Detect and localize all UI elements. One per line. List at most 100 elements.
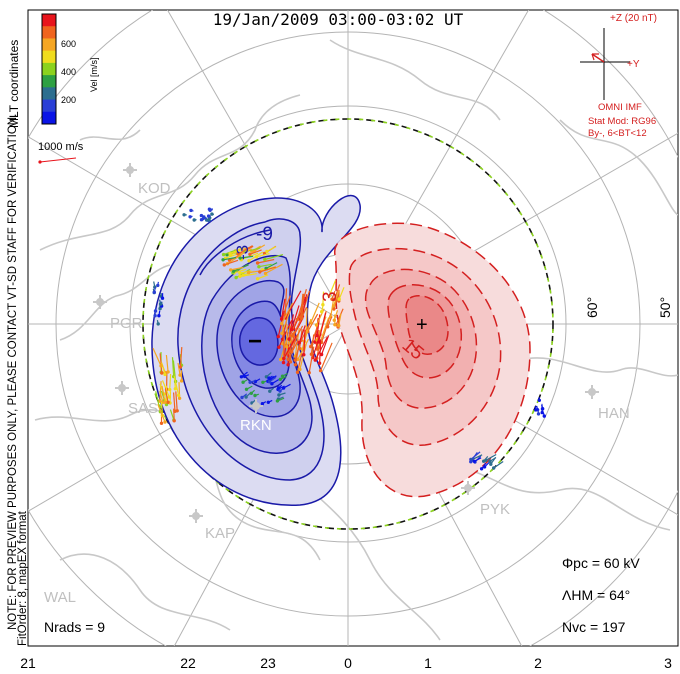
velocity-vector-origin	[229, 268, 233, 272]
cross-polar-potential: Φpc = 60 kV	[562, 555, 640, 571]
velocity-vector	[257, 274, 269, 280]
contour-label-3: 3	[320, 291, 341, 302]
velocity-vector-origin	[289, 327, 294, 332]
colorbar-segment	[42, 38, 56, 52]
station-sas: SAS	[128, 400, 158, 417]
velocity-vector	[301, 294, 308, 317]
velocity-colorbar: 600 400 200 Vel [m/s]	[41, 13, 99, 125]
velocity-vector-origin	[166, 400, 170, 404]
velocity-vector	[281, 310, 291, 334]
station-marker-dot	[252, 402, 260, 410]
potential-min-marker: −	[248, 328, 262, 355]
velocity-vector	[285, 290, 302, 319]
velocity-vector-origin	[160, 371, 164, 375]
velocity-vector	[291, 333, 299, 353]
velocity-vector-origin	[172, 419, 176, 423]
velocity-vector	[485, 453, 497, 461]
velocity-vector-origin	[158, 302, 163, 306]
velocity-vector-origin	[166, 370, 170, 374]
velocity-vector-origin	[178, 365, 183, 369]
colorbar-segment	[42, 99, 56, 113]
velocity-vector-origin	[244, 395, 248, 399]
station-pgr: PGR	[110, 315, 143, 332]
velocity-vector	[281, 302, 294, 324]
velocity-vector-origin	[159, 364, 163, 368]
velocity-vector-origin	[261, 380, 265, 384]
velocity-vector	[157, 404, 166, 423]
velocity-vector-origin	[286, 357, 290, 362]
velocity-vector-origin	[255, 277, 260, 281]
velocity-vector-origin	[270, 382, 274, 386]
velocity-vector	[175, 391, 178, 411]
velocity-vector-origin	[266, 400, 270, 404]
lat-50-label: 50°	[657, 297, 673, 318]
velocity-vector-origin	[153, 314, 157, 318]
stat-model: Stat Mod: RG96	[588, 116, 656, 127]
velocity-vector-origin	[298, 367, 302, 372]
velocity-vector-origin	[234, 275, 238, 280]
radar-count: Nrads = 9	[44, 619, 105, 635]
contour-label-minus9: -9	[256, 224, 273, 245]
lat-60-label: 60°	[584, 297, 600, 318]
velocity-vector-origin	[330, 297, 334, 301]
velocity-vector	[152, 347, 162, 367]
velocity-vector	[298, 325, 306, 343]
velocity-vector-origin	[327, 294, 331, 298]
velocity-vector-origin	[307, 371, 311, 375]
velocity-vector-origin	[309, 344, 313, 349]
velocity-vector	[230, 266, 244, 271]
positive-potential-cell	[334, 222, 531, 498]
velocity-vector-origin	[248, 252, 252, 256]
velocity-vector-origin	[152, 290, 156, 294]
velocity-vector-origin	[300, 316, 304, 320]
preview-note: NOTE: FOR PREVIEW PURPOSES ONLY, PLEASE …	[7, 114, 19, 630]
velocity-vector	[230, 249, 241, 256]
velocity-vector	[333, 310, 339, 321]
velocity-vector-origin	[244, 387, 249, 391]
velocity-vector	[294, 344, 300, 365]
velocity-vector-origin	[300, 347, 305, 351]
velocity-vector	[173, 376, 180, 396]
colorbar-label: Vel [m/s]	[89, 57, 99, 92]
colorbar-segment	[42, 87, 56, 101]
velocity-vector-origin	[291, 334, 296, 338]
velocity-vector-origin	[279, 317, 284, 321]
velocity-vector	[301, 293, 305, 319]
velocity-vector-origin	[222, 263, 226, 267]
imf-y-label: +Y	[627, 59, 640, 70]
velocity-vector-origin	[239, 375, 244, 379]
velocity-vector-origin	[238, 274, 242, 279]
velocity-vector-origin	[315, 347, 319, 351]
station-marker-dot	[192, 512, 200, 520]
velocity-vector-origin	[176, 393, 181, 397]
coastlines	[34, 39, 678, 641]
velocity-vector	[171, 357, 175, 377]
velocity-vector-origin	[484, 458, 488, 462]
velocity-vector-origin	[268, 389, 272, 393]
colorbar-segment	[42, 50, 56, 64]
station-rkn: RKN	[240, 417, 272, 434]
contour-label-minus3: -3	[233, 245, 252, 260]
velocity-vector-origin	[163, 400, 167, 404]
velocity-vector-origin	[278, 377, 282, 381]
velocity-vector	[287, 339, 299, 360]
radar-stations	[93, 163, 599, 523]
velocity-vector	[239, 248, 252, 256]
velocity-scale: 1000 m/s	[38, 141, 84, 164]
velocity-vector-origin	[285, 345, 289, 349]
colorbar-segment	[42, 62, 56, 76]
mlt-coordinates-label: MLT coordinates	[7, 40, 21, 128]
station-marker-dot	[118, 384, 126, 392]
velocity-vector	[259, 266, 277, 273]
velocity-vector-origin	[293, 363, 298, 367]
velocity-vector-origin	[314, 323, 319, 327]
mlt-tick-3: 3	[664, 655, 672, 671]
velocity-vector-origin	[315, 334, 319, 338]
velocity-vector-origin	[281, 360, 286, 365]
velocity-vector	[338, 287, 345, 300]
station-kap: KAP	[205, 525, 235, 542]
hm-latitude: ΛHM = 64°	[562, 587, 630, 603]
colorbar-segment	[42, 14, 56, 27]
svg-text:1000 m/s: 1000 m/s	[38, 141, 84, 153]
velocity-vector	[296, 352, 303, 373]
